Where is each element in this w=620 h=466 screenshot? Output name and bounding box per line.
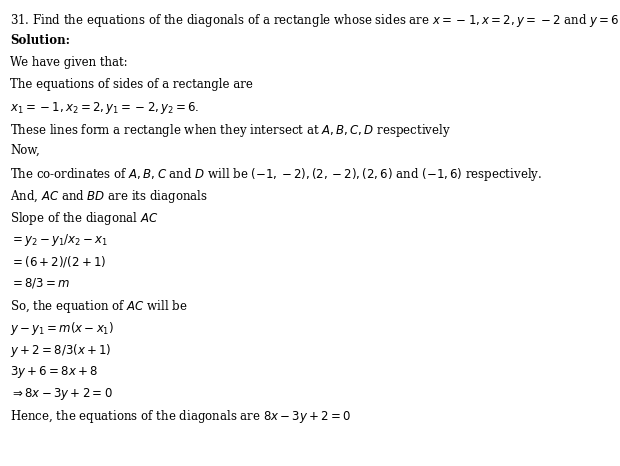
Text: $= (6 + 2)/ (2 + 1)$: $= (6 + 2)/ (2 + 1)$ — [10, 254, 107, 269]
Text: $\Rightarrow 8x - 3y + 2 = 0$: $\Rightarrow 8x - 3y + 2 = 0$ — [10, 386, 113, 402]
Text: $y + 2 = 8/3 (x + 1)$: $y + 2 = 8/3 (x + 1)$ — [10, 342, 112, 359]
Text: $3y + 6 = 8x + 8$: $3y + 6 = 8x + 8$ — [10, 364, 98, 380]
Text: The co-ordinates of $A, B, C$ and $D$ will be $(-1, -2), (2, -2), (2, 6)$ and $(: The co-ordinates of $A, B, C$ and $D$ wi… — [10, 166, 542, 183]
Text: $y - y_1 = m (x - x_1)$: $y - y_1 = m (x - x_1)$ — [10, 320, 114, 337]
Text: These lines form a rectangle when they intersect at $A, B, C, D$ respectively: These lines form a rectangle when they i… — [10, 122, 451, 139]
Text: So, the equation of $AC$ will be: So, the equation of $AC$ will be — [10, 298, 188, 315]
Text: The equations of sides of a rectangle are: The equations of sides of a rectangle ar… — [10, 78, 253, 91]
Text: $x_1 = -1, x_2 = 2, y_1 = -2, y_2 = 6.$: $x_1 = -1, x_2 = 2, y_1 = -2, y_2 = 6.$ — [10, 100, 200, 116]
Text: Now,: Now, — [10, 144, 40, 157]
Text: 31. Find the equations of the diagonals of a rectangle whose sides are $x = -1, : 31. Find the equations of the diagonals … — [10, 12, 620, 29]
Text: $= 8/3 = m$: $= 8/3 = m$ — [10, 276, 71, 290]
Text: Slope of the diagonal $AC$: Slope of the diagonal $AC$ — [10, 210, 158, 227]
Text: And, $AC$ and $BD$ are its diagonals: And, $AC$ and $BD$ are its diagonals — [10, 188, 208, 205]
Text: Hence, the equations of the diagonals are $8x - 3y + 2 = 0$: Hence, the equations of the diagonals ar… — [10, 408, 352, 425]
Text: We have given that:: We have given that: — [10, 56, 128, 69]
Text: Solution:: Solution: — [10, 34, 70, 47]
Text: $= y_2 - y_1/ x_2 - x_1$: $= y_2 - y_1/ x_2 - x_1$ — [10, 232, 108, 248]
